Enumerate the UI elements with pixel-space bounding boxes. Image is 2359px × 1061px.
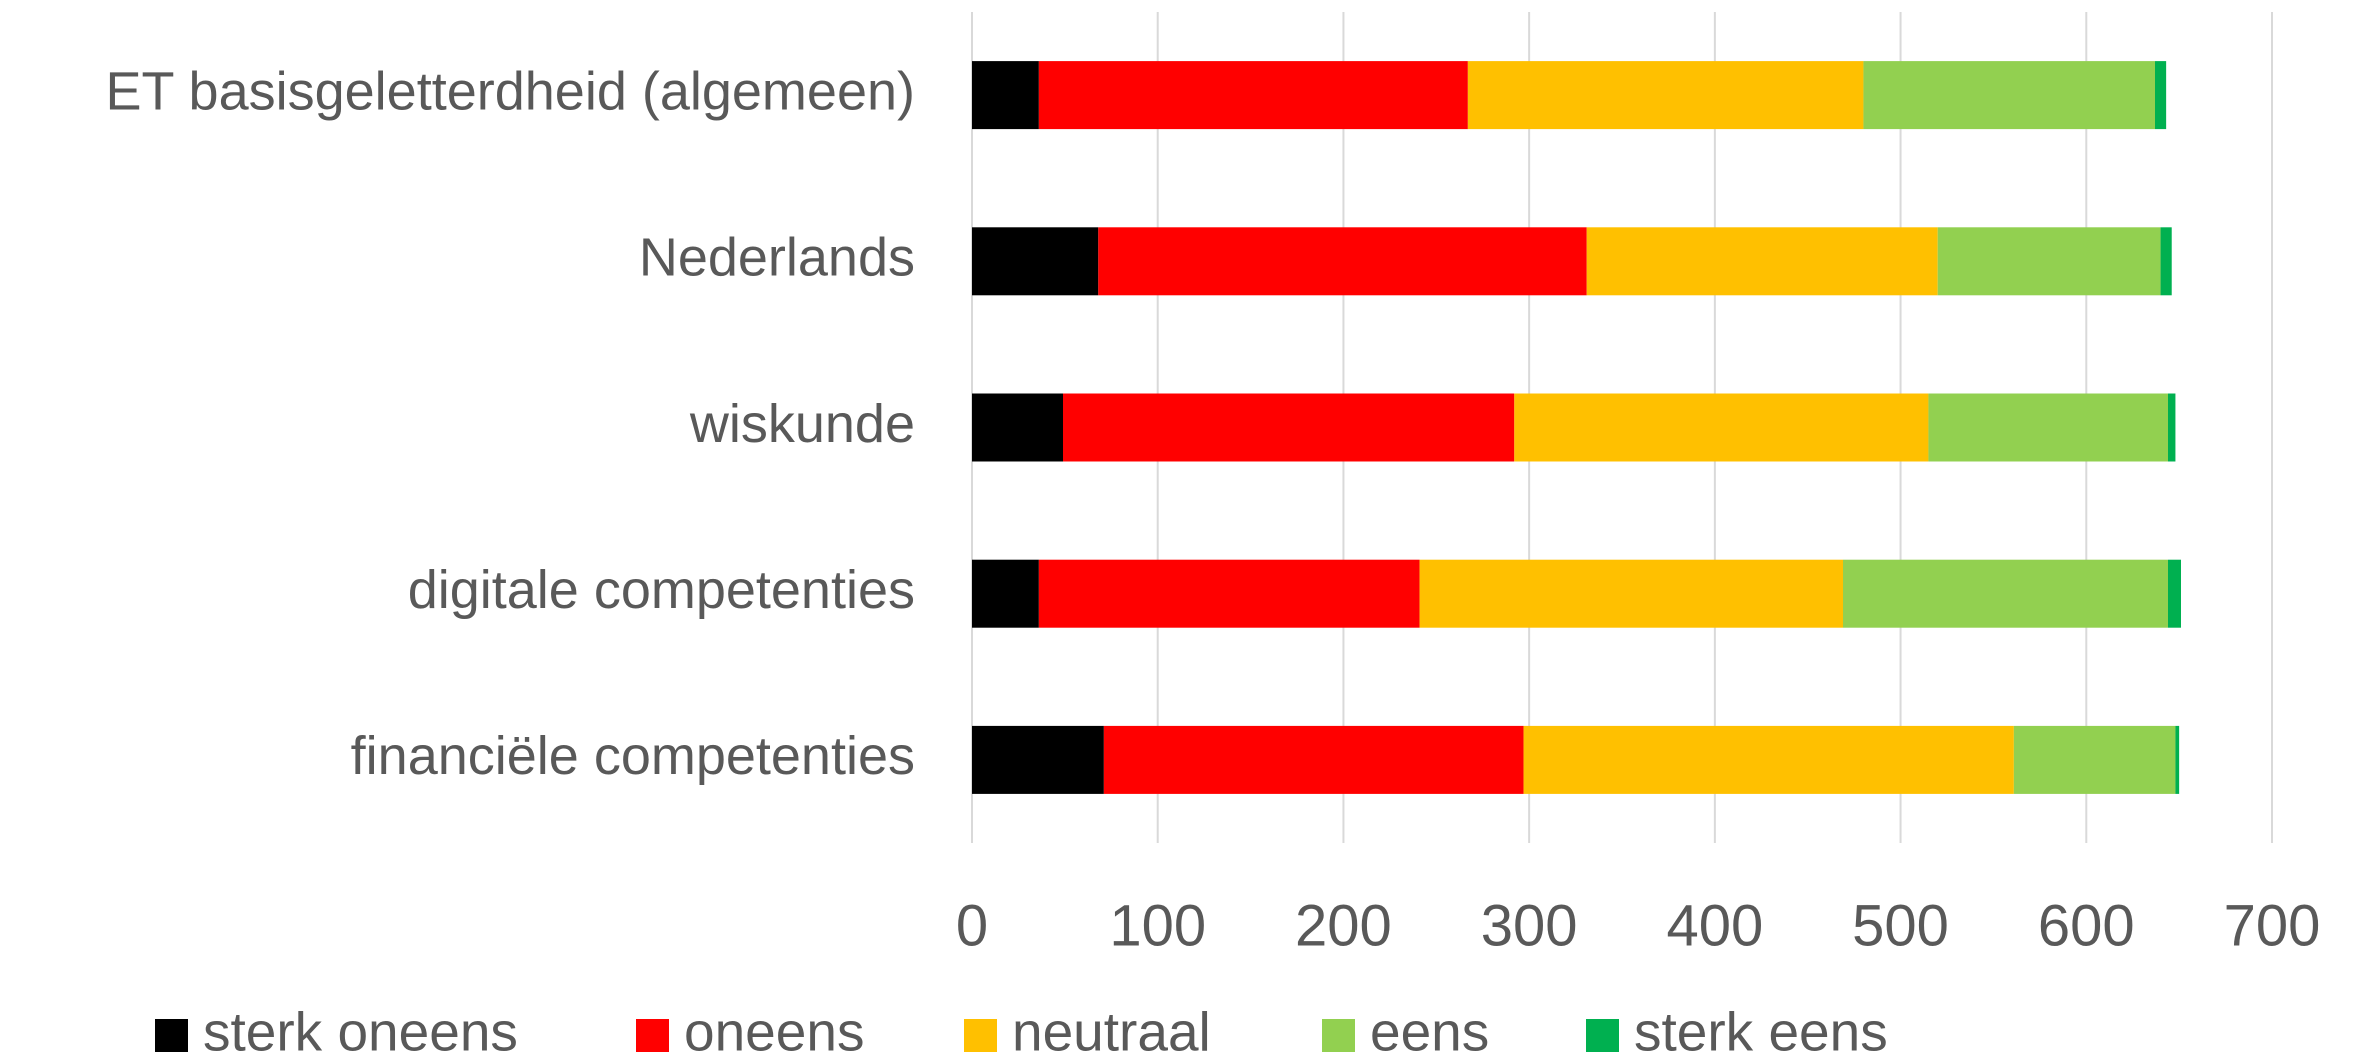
bar-segment <box>1523 725 2014 794</box>
bar-segment <box>2168 559 2181 628</box>
y-tick-label: digitale competenties <box>408 560 915 620</box>
x-tick-label: 700 <box>2224 893 2321 958</box>
y-tick-label: ET basisgeletterdheid (algemeen) <box>106 61 915 121</box>
legend-label: eens <box>1370 1001 1489 1061</box>
legend-label: neutraal <box>1012 1001 1211 1061</box>
bar-segment <box>1103 725 1524 794</box>
bar-segment <box>1038 559 1420 628</box>
y-tick-label: Nederlands <box>639 228 915 288</box>
legend-label: sterk eens <box>1634 1001 1888 1061</box>
x-tick-label: 200 <box>1295 893 1392 958</box>
y-tick-label: financiële competenties <box>351 726 915 786</box>
bar-segment <box>1098 227 1587 296</box>
bar-segment <box>1928 393 2168 462</box>
legend-swatch <box>1322 1019 1355 1052</box>
bar-segment <box>1063 393 1515 462</box>
bar-segment <box>972 559 1039 628</box>
legend-swatch <box>1586 1019 1619 1052</box>
bar-segment <box>2168 393 2176 462</box>
legend-label: oneens <box>684 1001 864 1061</box>
bar-segment <box>1937 227 2161 296</box>
bar-segment <box>2155 61 2167 130</box>
legend-swatch <box>636 1019 669 1052</box>
x-tick-label: 0 <box>956 893 988 958</box>
bar-segment <box>1038 61 1468 130</box>
bar-segment <box>2160 227 2172 296</box>
legend-swatch <box>155 1019 188 1052</box>
bar-segment <box>1514 393 1929 462</box>
legend-swatch <box>964 1019 997 1052</box>
bar-segment <box>1843 559 2168 628</box>
x-tick-label: 500 <box>1852 893 1949 958</box>
x-tick-label: 600 <box>2038 893 2135 958</box>
y-tick-label: wiskunde <box>689 394 915 454</box>
x-tick-label: 400 <box>1666 893 1763 958</box>
bar-segment <box>2013 725 2176 794</box>
bar-segment <box>972 725 1104 794</box>
bar-segment <box>972 227 1099 296</box>
bar-segment <box>1586 227 1938 296</box>
x-tick-label: 300 <box>1481 893 1578 958</box>
bar-segment <box>2175 725 2180 794</box>
bar-segment <box>1863 61 2155 130</box>
x-tick-label: 100 <box>1109 893 1206 958</box>
legend-label: sterk oneens <box>203 1001 518 1061</box>
bar-segment <box>972 393 1063 462</box>
bar-segment <box>972 61 1039 130</box>
bar-segment <box>1419 559 1843 628</box>
bar-segment <box>1467 61 1864 130</box>
